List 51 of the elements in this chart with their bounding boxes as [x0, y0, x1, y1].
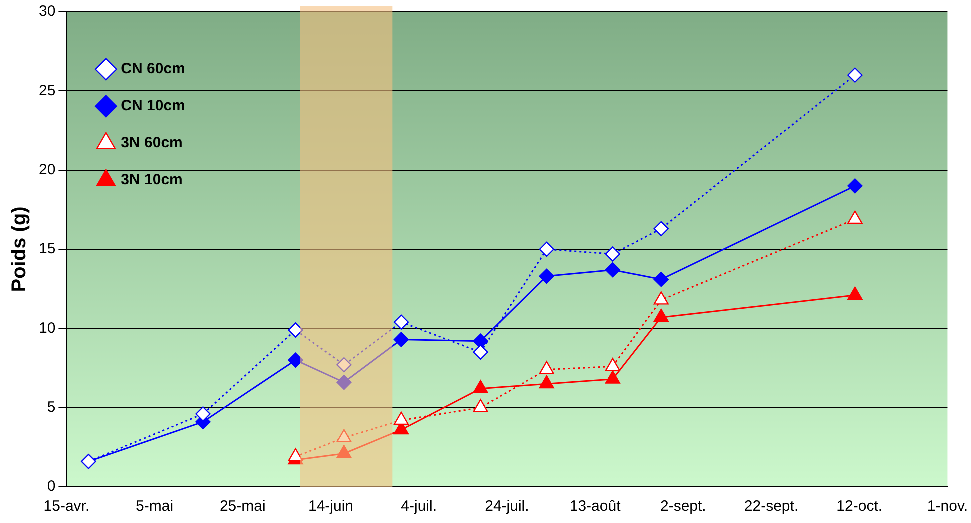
point	[288, 448, 304, 462]
x-tick-label: 25-mai	[220, 498, 266, 516]
point	[336, 357, 352, 373]
point	[288, 322, 304, 338]
point	[473, 399, 488, 412]
y-tick-label: 15	[38, 240, 56, 258]
point	[848, 178, 863, 194]
point	[539, 375, 554, 389]
y-tick-label: 30	[38, 3, 56, 20]
y-axis-title: Poids (g)	[8, 206, 31, 292]
point	[473, 344, 488, 360]
legend-label: CN 10cm	[121, 98, 186, 115]
point	[654, 272, 669, 288]
y-tick-label: 10	[38, 320, 56, 337]
x-tick-label: 15-avr.	[44, 498, 90, 516]
x-tick-label: 5-mai	[136, 498, 174, 516]
point	[654, 292, 669, 305]
legend-label: 3N 10cm	[121, 172, 183, 189]
point	[394, 314, 410, 330]
point	[394, 412, 410, 426]
point	[848, 68, 863, 83]
point	[288, 352, 304, 368]
legend-label: 3N 60cm	[121, 134, 183, 152]
point	[539, 361, 554, 374]
x-tick-label: 2-sept.	[660, 498, 706, 516]
y-tick-label: 25	[38, 82, 56, 100]
y-tick-label: 0	[47, 478, 56, 496]
point	[605, 246, 621, 262]
point	[336, 445, 352, 458]
point	[336, 374, 352, 390]
x-tick-label: 12-oct.	[836, 498, 883, 516]
point	[336, 429, 352, 443]
y-tick-label: 5	[47, 398, 56, 416]
legend-label: CN 60cm	[121, 60, 186, 78]
point	[605, 262, 621, 278]
x-tick-label: 22-sept.	[744, 498, 799, 516]
point	[654, 221, 669, 237]
y-tick-label: 20	[38, 161, 56, 178]
x-tick-label: 13-août	[570, 498, 622, 516]
point	[605, 370, 620, 384]
point	[473, 380, 488, 394]
point	[539, 268, 554, 284]
point	[848, 286, 863, 300]
point	[654, 308, 669, 322]
x-tick-label: 4-juil.	[401, 498, 438, 516]
x-tick-label: 14-juin	[308, 498, 354, 516]
point	[605, 358, 620, 372]
point	[394, 332, 410, 348]
x-tick-label: 1-nov.	[927, 498, 968, 516]
x-tick-label: 24-juil.	[485, 498, 530, 516]
point	[539, 242, 554, 258]
